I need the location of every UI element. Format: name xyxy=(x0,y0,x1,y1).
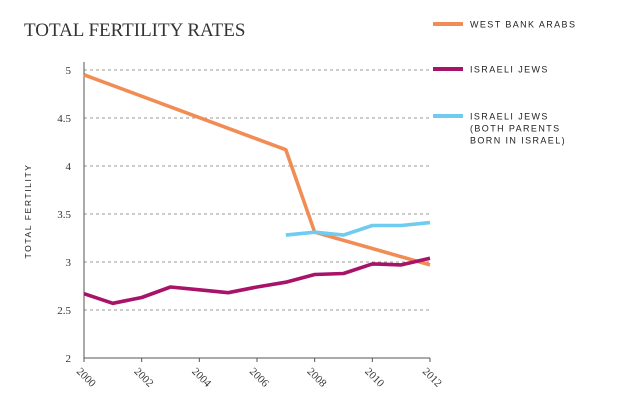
legend-label-3: ISRAELI JEWS xyxy=(470,112,549,122)
y-tick-label: 3 xyxy=(66,257,72,269)
x-tick-label: 2006 xyxy=(247,366,271,390)
x-tick-label: 2008 xyxy=(305,366,329,390)
axes xyxy=(83,62,431,362)
series-line-1 xyxy=(83,73,431,267)
y-tick-label: 2.5 xyxy=(57,305,71,317)
x-tick-label: 2010 xyxy=(362,366,386,390)
y-tick-label: 5 xyxy=(66,65,72,77)
y-axis-label: TOTAL FERTILITY xyxy=(23,163,33,258)
series-lines xyxy=(83,73,431,306)
x-tick-label: 2004 xyxy=(189,366,213,390)
y-tick-label: 2 xyxy=(66,353,72,365)
series-line-3 xyxy=(285,220,431,237)
y-tick-label: 3.5 xyxy=(57,209,71,221)
gridlines xyxy=(84,69,430,311)
legend-label-2: ISRAELI JEWS xyxy=(470,65,549,75)
legend-label-3: (BOTH PARENTS xyxy=(470,124,561,134)
chart-title: TOTAL FERTILITY RATES xyxy=(24,20,245,41)
legend: WEST BANK ARABS ISRAELI JEWS ISRAELI JEWS (… xyxy=(433,20,576,146)
x-tick-label: 2000 xyxy=(74,366,98,390)
y-tick-label: 4 xyxy=(66,161,72,173)
tick-labels: 2 2.5 3 3.5 4 4.5 5 2000 2002 2004 2006 2008 2010 201… xyxy=(57,65,444,390)
legend-label-3: BORN IN ISRAEL) xyxy=(470,136,566,146)
legend-label-1: WEST BANK ARABS xyxy=(470,20,576,30)
x-tick-label: 2002 xyxy=(132,366,156,390)
y-tick-label: 4.5 xyxy=(57,113,71,125)
series-line-2 xyxy=(83,256,431,306)
x-tick-label: 2012 xyxy=(420,366,444,390)
